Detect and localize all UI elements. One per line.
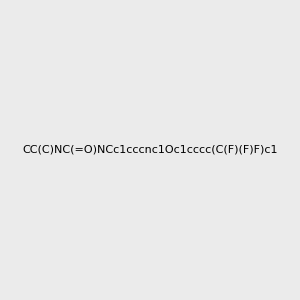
Text: CC(C)NC(=O)NCc1cccnc1Oc1cccc(C(F)(F)F)c1: CC(C)NC(=O)NCc1cccnc1Oc1cccc(C(F)(F)F)c1 [22,145,278,155]
